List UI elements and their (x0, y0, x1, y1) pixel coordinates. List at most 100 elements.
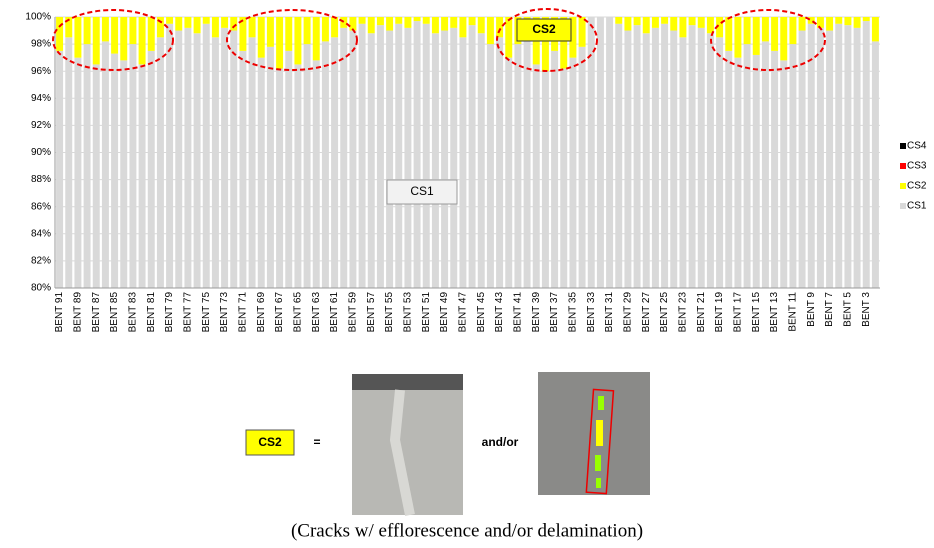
bar-segment (367, 33, 375, 289)
bar-segment (642, 33, 650, 289)
x-tick-label: BENT 31 (604, 292, 615, 333)
bar-segment (835, 17, 843, 24)
bar-segment (532, 64, 540, 288)
bar-segment (679, 17, 687, 38)
bar-segment (651, 17, 659, 28)
bar-segment (358, 23, 366, 289)
bar-segment (101, 17, 109, 42)
bar-segment (129, 44, 137, 288)
bar-segment (816, 27, 824, 289)
legend-swatch (900, 143, 906, 149)
bar-segment (120, 60, 128, 288)
bar-segment (670, 30, 678, 289)
x-tick-label: BENT 71 (238, 292, 249, 333)
x-tick-label: BENT 53 (403, 292, 414, 333)
y-tick-label: 90% (31, 147, 51, 158)
bar-segment (807, 23, 815, 289)
bar-segment (798, 30, 806, 289)
bar-segment (202, 23, 210, 289)
x-tick-label: BENT 19 (714, 292, 725, 333)
x-tick-label: BENT 67 (274, 292, 285, 333)
bar-segment (871, 41, 879, 288)
delam-spot (596, 420, 603, 446)
bar-segment (294, 17, 302, 65)
bar-segment (486, 44, 494, 288)
x-tick-label: BENT 17 (733, 292, 744, 333)
x-tick-label: BENT 73 (219, 292, 230, 333)
bar-segment (441, 30, 449, 289)
x-tick-label: BENT 55 (384, 292, 395, 333)
x-tick-label: BENT 61 (329, 292, 340, 333)
y-tick-label: 96% (31, 66, 51, 77)
bar-segment (615, 17, 623, 24)
bar-segment (468, 17, 476, 26)
bar-segment (505, 57, 513, 289)
bar-segment (404, 17, 412, 28)
x-tick-label: BENT 27 (641, 292, 652, 333)
x-tick-label: BENT 89 (73, 292, 84, 333)
bar-segment (138, 17, 146, 65)
bar-segment (651, 27, 659, 289)
bar-segment (120, 17, 128, 61)
bar-segment (358, 17, 366, 24)
bar-segment (569, 17, 577, 58)
bar-segment (633, 25, 641, 288)
bar-segment (789, 17, 797, 45)
bar-segment (486, 17, 494, 45)
bar-segment (376, 17, 384, 26)
bar-segment (257, 17, 265, 58)
y-tick-label: 82% (31, 256, 51, 267)
x-tick-label: BENT 59 (348, 292, 359, 333)
bar-segment (331, 17, 339, 38)
bar-segment (321, 41, 329, 288)
bar-segment (725, 17, 733, 51)
x-tick-label: BENT 65 (293, 292, 304, 333)
annotations: CS1 CS2 (386, 18, 572, 205)
y-tick-label: 94% (31, 93, 51, 104)
bar-segment (716, 37, 724, 289)
bar-segment (441, 17, 449, 31)
bar-segment (862, 21, 870, 288)
bar-segment (147, 50, 155, 288)
bar-segment (477, 33, 485, 289)
x-tick-label: BENT 33 (586, 292, 597, 333)
bar-segment (376, 25, 384, 288)
y-tick-label: 88% (31, 174, 51, 185)
x-tick-label: BENT 21 (696, 292, 707, 333)
x-tick-label: BENT 45 (476, 292, 487, 333)
bar-segment (386, 17, 394, 31)
bar-segment (422, 23, 430, 289)
bar-segment (230, 30, 238, 289)
y-tick-label: 86% (31, 201, 51, 212)
x-tick-label: BENT 3 (861, 292, 872, 327)
x-tick-label: BENT 9 (806, 292, 817, 327)
delam-box (585, 388, 615, 495)
bar-segment (624, 17, 632, 31)
bar-segment (706, 17, 714, 34)
photo-top (352, 374, 463, 390)
bar-segment (560, 17, 568, 69)
legend-swatch (900, 203, 906, 209)
cs1-label: CS1 (410, 184, 434, 198)
bar-segment (661, 23, 669, 289)
bar-segment (56, 17, 64, 51)
bar-segment (450, 17, 458, 28)
bar-segment (761, 17, 769, 42)
bar-segment (431, 33, 439, 289)
key-label: CS2 (258, 435, 282, 449)
bar-segment (413, 21, 421, 288)
bar-segment (780, 60, 788, 288)
bar-segment (156, 17, 164, 38)
bar-segment (477, 17, 485, 34)
bar-segment (202, 17, 210, 24)
bar-segment (294, 64, 302, 288)
bar-segment (413, 17, 421, 22)
bar-segment (826, 30, 834, 289)
bar-segment (688, 25, 696, 288)
bar-segment (541, 17, 549, 72)
bar-segment (826, 17, 834, 31)
legend: CS4 CS3 CS2 CS1 (900, 141, 927, 212)
delam-spot (598, 396, 604, 410)
bar-segment (367, 17, 375, 34)
x-tick-label: BENT 29 (623, 292, 634, 333)
